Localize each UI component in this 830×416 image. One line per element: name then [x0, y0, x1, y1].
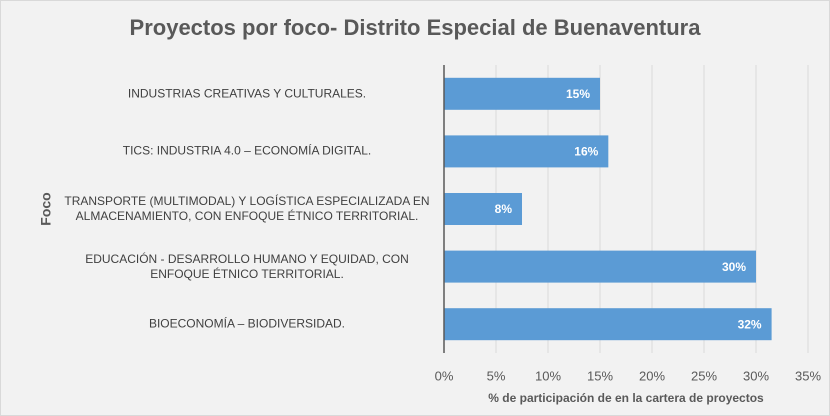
bar — [444, 193, 522, 225]
x-tick-label: 0% — [435, 368, 454, 383]
y-tick-label: TICS: INDUSTRIA 4.0 – ECONOMÍA DIGITAL. — [122, 143, 372, 158]
y-tick-label: BIOECONOMÍA – BIODIVERSIDAD. — [148, 316, 346, 331]
data-label: 16% — [574, 145, 598, 159]
y-tick-label: INDUSTRIAS CREATIVAS Y CULTURALES. — [127, 86, 367, 101]
bar — [444, 308, 772, 341]
x-tick-label: 10% — [535, 368, 561, 383]
data-label: 8% — [495, 202, 513, 216]
data-label: 15% — [566, 87, 590, 101]
x-tick-label: 20% — [639, 368, 665, 383]
x-tick-label: 35% — [795, 368, 821, 383]
x-tick-label: 5% — [487, 368, 506, 383]
y-tick-label: TRANSPORTE (MULTIMODAL) Y LOGÍSTICA ESPE… — [64, 194, 430, 223]
y-tick-label: EDUCACIÓN - DESARROLLO HUMANO Y EQUIDAD,… — [85, 251, 409, 281]
chart-title: Proyectos por foco- Distrito Especial de… — [130, 15, 702, 40]
bar — [444, 135, 609, 168]
data-label: 32% — [738, 317, 762, 331]
x-tick-label: 25% — [691, 368, 717, 383]
bar — [444, 77, 600, 110]
x-tick-label: 15% — [587, 368, 613, 383]
data-label: 30% — [722, 260, 746, 274]
x-axis-title: % de participación de en la cartera de p… — [488, 391, 764, 405]
y-axis-title: Foco — [38, 192, 54, 225]
bar — [444, 250, 756, 283]
x-tick-label: 30% — [743, 368, 769, 383]
